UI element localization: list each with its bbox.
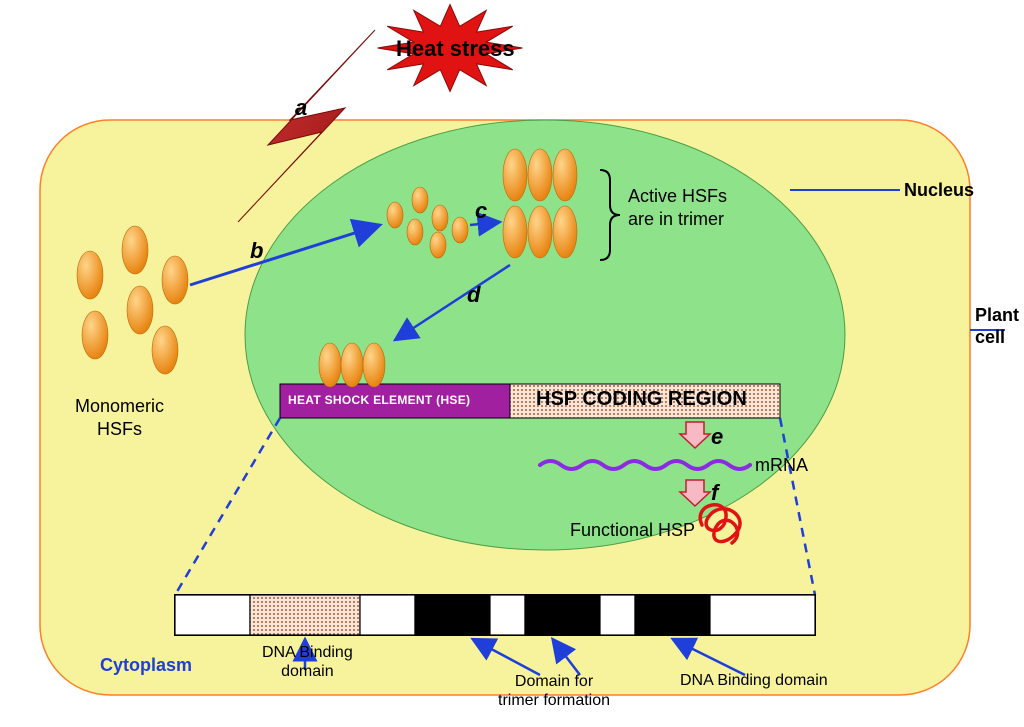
monomeric-hsfs-label: Monomeric HSFs	[75, 395, 164, 440]
trimer-group-1	[503, 149, 577, 201]
functional-hsp-label: Functional HSP	[570, 520, 695, 541]
monomeric-line2: HSFs	[97, 419, 142, 439]
nucleus-label: Nucleus	[904, 180, 974, 201]
diagram-svg	[0, 0, 1024, 727]
trimer-group-2	[503, 206, 577, 258]
plant-cell-line1: Plant	[975, 305, 1019, 325]
trimer-bound	[319, 343, 385, 387]
diagram-stage: Heat stress Monomeric HSFs Active HSFs a…	[0, 0, 1024, 727]
trimer-domain-label: Domain for trimer formation	[498, 672, 610, 710]
coding-region-text: HSP CODING REGION	[536, 388, 747, 411]
active-line1: Active HSFs	[628, 186, 727, 206]
step-c: c	[475, 198, 487, 224]
active-hsfs-label: Active HSFs are in trimer	[628, 185, 727, 232]
step-e: e	[711, 424, 723, 450]
mrna-label: mRNA	[755, 455, 808, 476]
plant-cell-label: Plant cell	[975, 305, 1019, 348]
monomeric-line1: Monomeric	[75, 396, 164, 416]
dna-binding-line1: DNA Binding	[262, 644, 353, 661]
step-f: f	[711, 480, 718, 506]
trimer-domain-line1: Domain for	[515, 673, 593, 690]
cytoplasm-label: Cytoplasm	[100, 655, 192, 676]
trimer-domain-line2: trimer formation	[498, 692, 610, 709]
step-b: b	[250, 238, 263, 264]
dna-binding-line2: domain	[281, 663, 333, 680]
dna-binding-domain-label: DNA Binding domain	[262, 643, 353, 681]
heat-stress-label: Heat stress	[396, 36, 515, 62]
step-d: d	[467, 282, 480, 308]
step-a: a	[295, 95, 307, 121]
lower-detail-bar	[175, 595, 815, 635]
plant-cell-line2: cell	[975, 327, 1005, 347]
dna-binding-domain-short-label: DNA Binding domain	[680, 672, 828, 690]
active-line2: are in trimer	[628, 209, 724, 229]
hse-text: HEAT SHOCK ELEMENT (HSE)	[288, 393, 470, 407]
